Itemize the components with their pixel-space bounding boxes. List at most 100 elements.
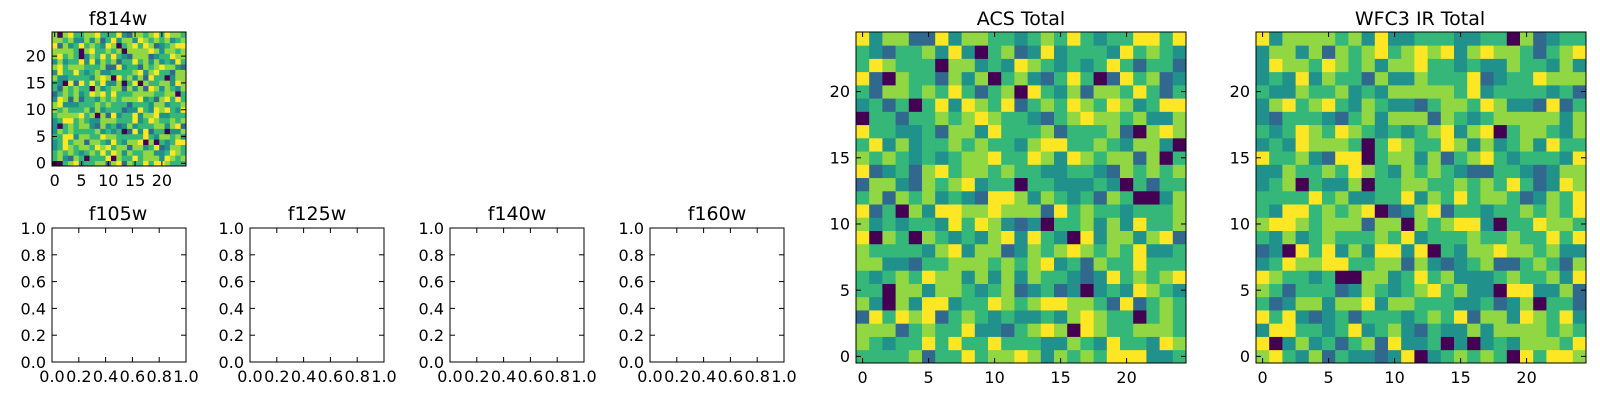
heatmap-cell (1093, 349, 1108, 364)
heatmap-cell (1559, 151, 1574, 165)
heatmap-cell (1133, 45, 1147, 59)
heatmap-cell (935, 32, 949, 46)
heatmap-cell (974, 84, 989, 99)
heatmap-cell (1040, 84, 1055, 99)
heatmap-cell (1374, 124, 1389, 139)
heatmap-cell (1027, 270, 1042, 284)
heatmap-cell (988, 177, 1002, 192)
heatmap-cell (1308, 58, 1323, 73)
heatmap-cell (1520, 111, 1534, 126)
heatmap-cell (52, 69, 58, 76)
tick-marks (1256, 32, 1586, 363)
axes-frame-acs-total (855, 31, 1187, 364)
heatmap-cell (1120, 177, 1134, 192)
heatmap-cell (1335, 45, 1349, 59)
heatmap-cell (1054, 98, 1068, 112)
xtick-label: 0.2 (66, 367, 91, 386)
heatmap-cell (1401, 32, 1415, 46)
heatmap-cell (1093, 323, 1108, 337)
heatmap-cell (132, 139, 139, 145)
heatmap-cell (1256, 32, 1270, 46)
heatmap-cell (1067, 71, 1081, 86)
heatmap-cell (1322, 111, 1336, 126)
heatmap-cell (169, 64, 176, 70)
xtick-label: 0.8 (344, 367, 369, 386)
heatmap-cell (882, 151, 896, 165)
heatmap-cell (1546, 124, 1560, 139)
heatmap-cell (89, 69, 96, 76)
heatmap-cell (1374, 283, 1389, 298)
heatmap-cell (988, 32, 1002, 46)
heatmap-cell (1067, 349, 1081, 364)
heatmap-cell (935, 137, 949, 152)
heatmap-cell (1159, 124, 1174, 139)
heatmap-cell (1067, 32, 1081, 46)
heatmap-cell (961, 243, 976, 258)
heatmap-cell (52, 144, 58, 151)
heatmap-cell (127, 48, 133, 54)
heatmap-cell (100, 96, 106, 103)
heatmap-cell (1282, 190, 1296, 205)
heatmap-cell (1146, 190, 1160, 205)
heatmap-cell (1506, 217, 1521, 231)
heatmap-cell (1361, 323, 1376, 337)
heatmap-cell (143, 74, 149, 81)
heatmap-cell (110, 144, 117, 151)
xtick-label: 0 (50, 171, 60, 190)
heatmap-cell (1506, 349, 1521, 364)
heatmap-cell (159, 53, 165, 60)
heatmap-cell (1533, 204, 1547, 218)
heatmap-cell (127, 74, 133, 81)
heatmap-cell (127, 90, 133, 97)
heatmap-cell (1295, 296, 1310, 311)
heatmap-cell (1133, 283, 1147, 298)
panel-title-acs-total: ACS Total (977, 8, 1065, 30)
heatmap-cell (105, 128, 112, 135)
heatmap-cell (148, 101, 155, 108)
heatmap-cell (988, 230, 1002, 245)
heatmap-cell (52, 101, 58, 108)
heatmap-cell (1282, 204, 1296, 218)
heatmap-cell (1040, 296, 1055, 311)
heatmap-cell (1506, 323, 1521, 337)
heatmap-cell (1256, 283, 1270, 298)
heatmap-cell (961, 230, 976, 245)
xtick-label: 0.6 (120, 367, 145, 386)
heatmap-cell (1269, 111, 1283, 126)
heatmap-cell (68, 112, 74, 119)
heatmap-cell (1133, 217, 1147, 231)
heatmap-cell (1467, 164, 1481, 179)
heatmap-cell (84, 64, 90, 70)
heatmap-cell (922, 217, 936, 231)
heatmap-cell (78, 107, 85, 113)
heatmap-cell (132, 144, 139, 151)
heatmap-cell (1256, 296, 1270, 311)
heatmap-cell (1414, 204, 1428, 218)
heatmap-cell (1559, 349, 1574, 364)
heatmap-cell (1295, 283, 1310, 298)
heatmap-cell (84, 37, 90, 44)
heatmap-cell (1374, 217, 1389, 231)
xtick-label: 20 (1516, 368, 1536, 387)
heatmap-cell (908, 349, 923, 364)
heatmap-cell (143, 149, 149, 156)
heatmap-cell (153, 117, 160, 124)
heatmap-cell (1533, 230, 1547, 245)
heatmap-cell (1308, 98, 1323, 112)
heatmap-cell (1282, 58, 1296, 73)
heatmap-cell (1308, 349, 1323, 364)
heatmap-cell (1106, 71, 1121, 86)
heatmap-cell (1014, 98, 1028, 112)
heatmap-cell (175, 101, 182, 108)
heatmap-cell (948, 58, 962, 73)
heatmap-cell (908, 177, 923, 192)
heatmap-cell (169, 48, 176, 54)
heatmap-cell (1414, 137, 1428, 152)
heatmap-cell (895, 349, 910, 364)
heatmap-cell (1401, 349, 1415, 364)
heatmap-cell (1308, 190, 1323, 205)
heatmap-cell (1027, 283, 1042, 298)
heatmap-cell (175, 90, 182, 97)
heatmap-cell (1093, 32, 1108, 46)
